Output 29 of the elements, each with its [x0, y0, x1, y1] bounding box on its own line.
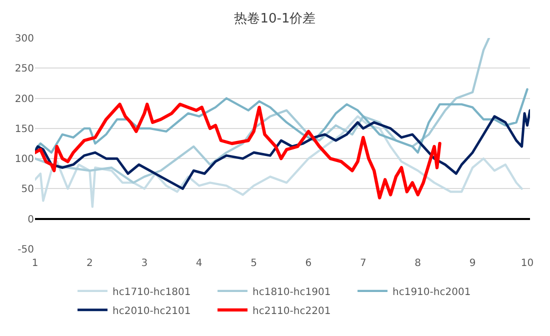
x-tick-label: 9	[469, 258, 476, 269]
x-tick-label: 8	[414, 258, 422, 269]
x-tick-label: 4	[196, 258, 202, 269]
line-series	[35, 115, 523, 208]
line-series	[35, 102, 442, 200]
line-series	[35, 109, 530, 190]
line-series	[35, 38, 490, 184]
x-tick-label: 2	[86, 258, 93, 269]
legend-label: hc1810-hc1901	[252, 286, 331, 298]
legend-label: hc1710-hc1801	[112, 286, 191, 298]
x-tick-label: 6	[305, 258, 312, 269]
y-tick-label: 300	[14, 34, 34, 44]
legend-label: hc1910-hc2001	[392, 286, 471, 298]
x-tick-label: 10	[520, 258, 534, 269]
y-tick-label: 250	[14, 64, 34, 75]
x-tick-label: 3	[141, 258, 148, 269]
y-tick-label: -50	[18, 244, 34, 256]
legend-label: hc2010-hc2101	[112, 306, 191, 317]
legend-label: hc2110-hc2201	[252, 306, 331, 317]
x-tick-label: 1	[32, 258, 38, 269]
y-tick-label: 150	[14, 124, 34, 135]
y-tick-label: 100	[14, 154, 34, 166]
y-tick-label: 0	[28, 214, 34, 226]
line-series	[35, 88, 528, 154]
x-tick-label: 7	[360, 258, 366, 269]
y-tick-label: 200	[14, 94, 34, 105]
y-tick-label: 50	[21, 184, 34, 196]
x-tick-label: 5	[250, 258, 257, 269]
chart-title: 热卷10-1价差	[234, 12, 316, 27]
